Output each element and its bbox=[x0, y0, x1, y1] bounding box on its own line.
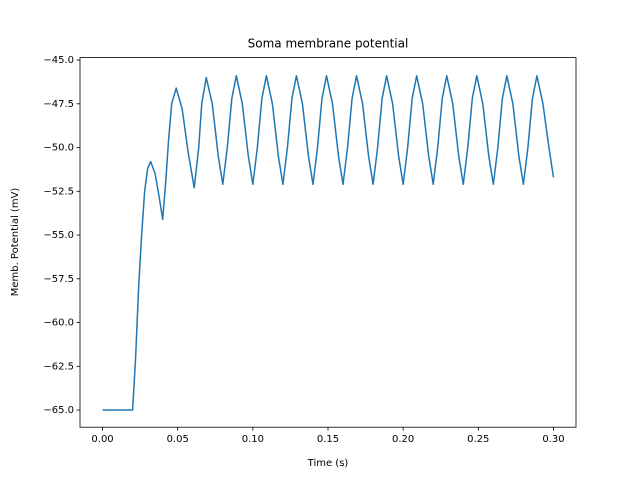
x-tick-label: 0.25 bbox=[467, 434, 489, 445]
y-tick-label: −60.0 bbox=[43, 318, 74, 329]
y-tick-label: −47.5 bbox=[43, 99, 74, 110]
axes-frame bbox=[79, 57, 577, 428]
x-axis-label: Time (s) bbox=[307, 458, 349, 469]
y-tick-label: −55.0 bbox=[43, 230, 74, 241]
y-tick-label: −52.5 bbox=[43, 186, 74, 197]
y-tick-label: −50.0 bbox=[43, 143, 74, 154]
y-tick-label: −65.0 bbox=[43, 405, 74, 416]
x-tick-label: 0.20 bbox=[392, 434, 414, 445]
x-tick-label: 0.05 bbox=[167, 434, 189, 445]
chart-title: Soma membrane potential bbox=[248, 37, 409, 51]
x-tick-label: 0.30 bbox=[542, 434, 564, 445]
x-tick-label: 0.10 bbox=[242, 434, 264, 445]
x-tick-label: 0.00 bbox=[91, 434, 113, 445]
y-tick-label: −62.5 bbox=[43, 361, 74, 372]
y-tick-label: −45.0 bbox=[43, 55, 74, 66]
x-tick-label: 0.15 bbox=[317, 434, 339, 445]
data-line bbox=[102, 75, 555, 411]
y-axis-label: Memb. Potential (mV) bbox=[10, 188, 21, 297]
y-tick-label: −57.5 bbox=[43, 274, 74, 285]
